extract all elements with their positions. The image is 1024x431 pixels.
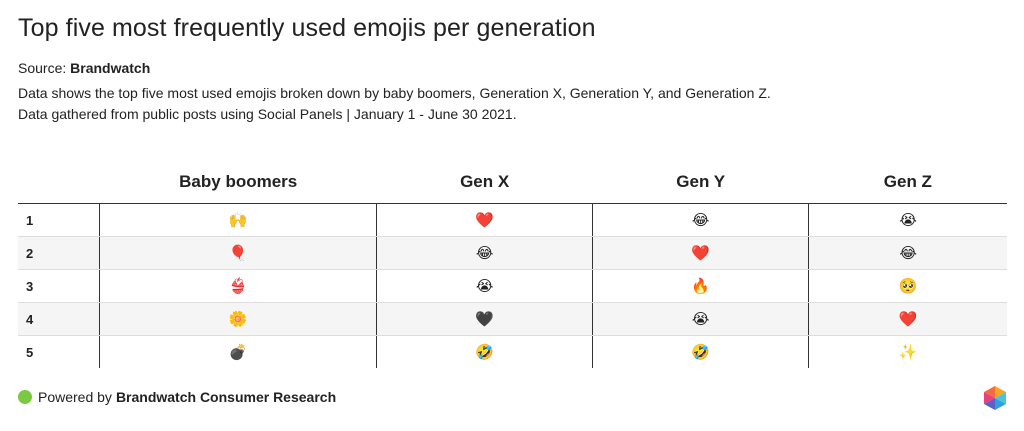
table-header-row: Baby boomers Gen X Gen Y Gen Z	[18, 160, 1007, 204]
chart-title: Top five most frequently used emojis per…	[18, 14, 596, 42]
header-gen-x: Gen X	[376, 160, 593, 204]
rank-cell: 1	[18, 203, 100, 237]
emoji-cell-gen-x: 🖤	[376, 302, 593, 336]
emoji-cell-baby-boomers: 🙌	[99, 203, 377, 237]
emoji-cell-gen-z: 😂	[808, 236, 1007, 270]
table-row: 4 🌼 🖤 😭 ❤️	[18, 302, 1007, 336]
emoji-cell-gen-z: 😭	[808, 203, 1007, 237]
emoji-cell-gen-z: ❤️	[808, 302, 1007, 336]
emoji-cell-gen-x: 😂	[376, 236, 593, 270]
table-row: 5 💣 🤣 🤣 ✨	[18, 335, 1007, 368]
emoji-cell-gen-x: ❤️	[376, 203, 593, 237]
source-label: Source:	[18, 60, 67, 76]
green-dot-icon	[18, 390, 32, 404]
rank-cell: 3	[18, 269, 100, 303]
source-name: Brandwatch	[70, 60, 151, 76]
header-gen-y: Gen Y	[592, 160, 809, 204]
rank-cell: 5	[26, 344, 34, 360]
brandwatch-logo-icon	[984, 386, 1006, 410]
emoji-cell-gen-x: 🤣	[376, 335, 593, 368]
emoji-cell-baby-boomers: 👙	[99, 269, 377, 303]
table-row: 3 👙 😭 🔥 🥺	[18, 269, 1007, 303]
emoji-cell-gen-y: ❤️	[592, 236, 809, 270]
footer-brand: Brandwatch Consumer Research	[115, 389, 337, 405]
emoji-cell-baby-boomers: 💣	[99, 335, 377, 368]
emoji-cell-gen-x: 😭	[376, 269, 593, 303]
description-line-2: Data gathered from public posts using So…	[18, 106, 517, 122]
emoji-cell-gen-y: 😭	[592, 302, 809, 336]
emoji-table: Baby boomers Gen X Gen Y Gen Z 1 🙌 ❤️ 😂 …	[18, 160, 1007, 368]
emoji-cell-gen-y: 😂	[592, 203, 809, 237]
header-rank	[18, 160, 100, 204]
emoji-cell-baby-boomers: 🌼	[99, 302, 377, 336]
header-baby-boomers: Baby boomers	[99, 160, 377, 204]
rank-cell: 4	[18, 302, 100, 336]
table-row: 2 🎈 😂 ❤️ 😂	[18, 236, 1007, 270]
emoji-cell-gen-y: 🔥	[592, 269, 809, 303]
description: Data shows the top five most used emojis…	[18, 83, 771, 125]
footer-prefix: Powered by	[38, 389, 112, 405]
emoji-cell-gen-y: 🤣	[592, 335, 809, 368]
footer: Powered by Brandwatch Consumer Research	[18, 389, 336, 405]
table-row: 1 🙌 ❤️ 😂 😭	[18, 203, 1007, 237]
source-line: Source: Brandwatch	[18, 60, 150, 76]
header-gen-z: Gen Z	[808, 160, 1007, 204]
emoji-cell-gen-z: 🥺	[808, 269, 1007, 303]
description-line-1: Data shows the top five most used emojis…	[18, 85, 771, 101]
rank-cell: 2	[18, 236, 100, 270]
emoji-cell-gen-z: ✨	[808, 335, 1007, 368]
emoji-cell-baby-boomers: 🎈	[99, 236, 377, 270]
